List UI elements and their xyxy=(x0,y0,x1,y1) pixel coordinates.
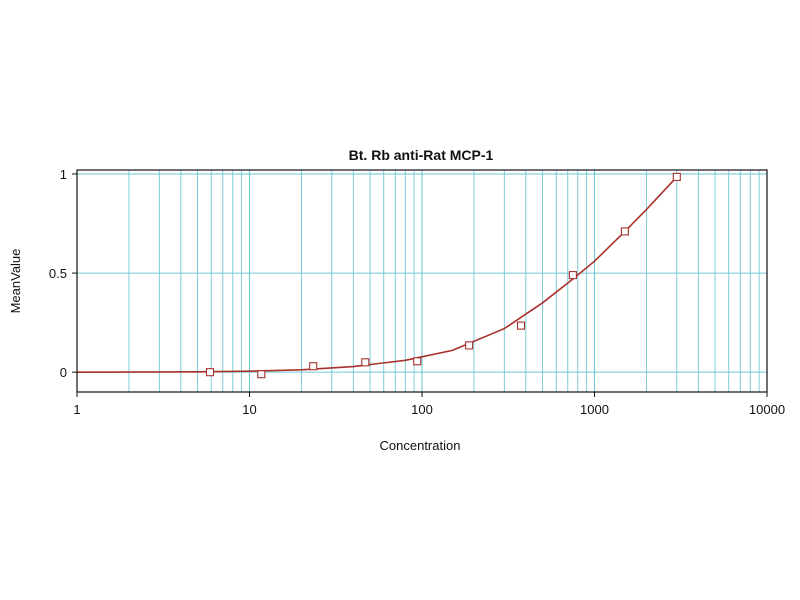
x-tick-label: 1000 xyxy=(580,402,609,417)
data-point xyxy=(257,370,266,379)
x-tick-label: 10 xyxy=(242,402,256,417)
x-axis-label: Concentration xyxy=(380,438,461,453)
data-point xyxy=(361,358,370,367)
data-point xyxy=(465,341,474,350)
data-point xyxy=(413,357,422,366)
x-tick-label: 100 xyxy=(411,402,433,417)
y-tick-label: 0.5 xyxy=(49,266,67,281)
data-point xyxy=(205,368,215,377)
data-point xyxy=(516,321,526,330)
data-layer xyxy=(76,172,681,379)
y-tick-label: 1 xyxy=(60,167,67,182)
grid-layer xyxy=(77,170,767,392)
data-point xyxy=(672,172,681,181)
data-point xyxy=(309,362,318,371)
y-axis-label: MeanValue xyxy=(8,249,23,314)
data-point xyxy=(620,227,629,236)
chart-title: Bt. Rb anti-Rat MCP-1 xyxy=(349,147,494,163)
x-tick-label: 1 xyxy=(73,402,80,417)
x-tick-label: 10000 xyxy=(749,402,785,417)
tick-layer: 1 10 100 1000 10000 0 0.5 1 xyxy=(49,167,785,417)
data-point xyxy=(568,271,577,280)
y-tick-label: 0 xyxy=(60,365,67,380)
